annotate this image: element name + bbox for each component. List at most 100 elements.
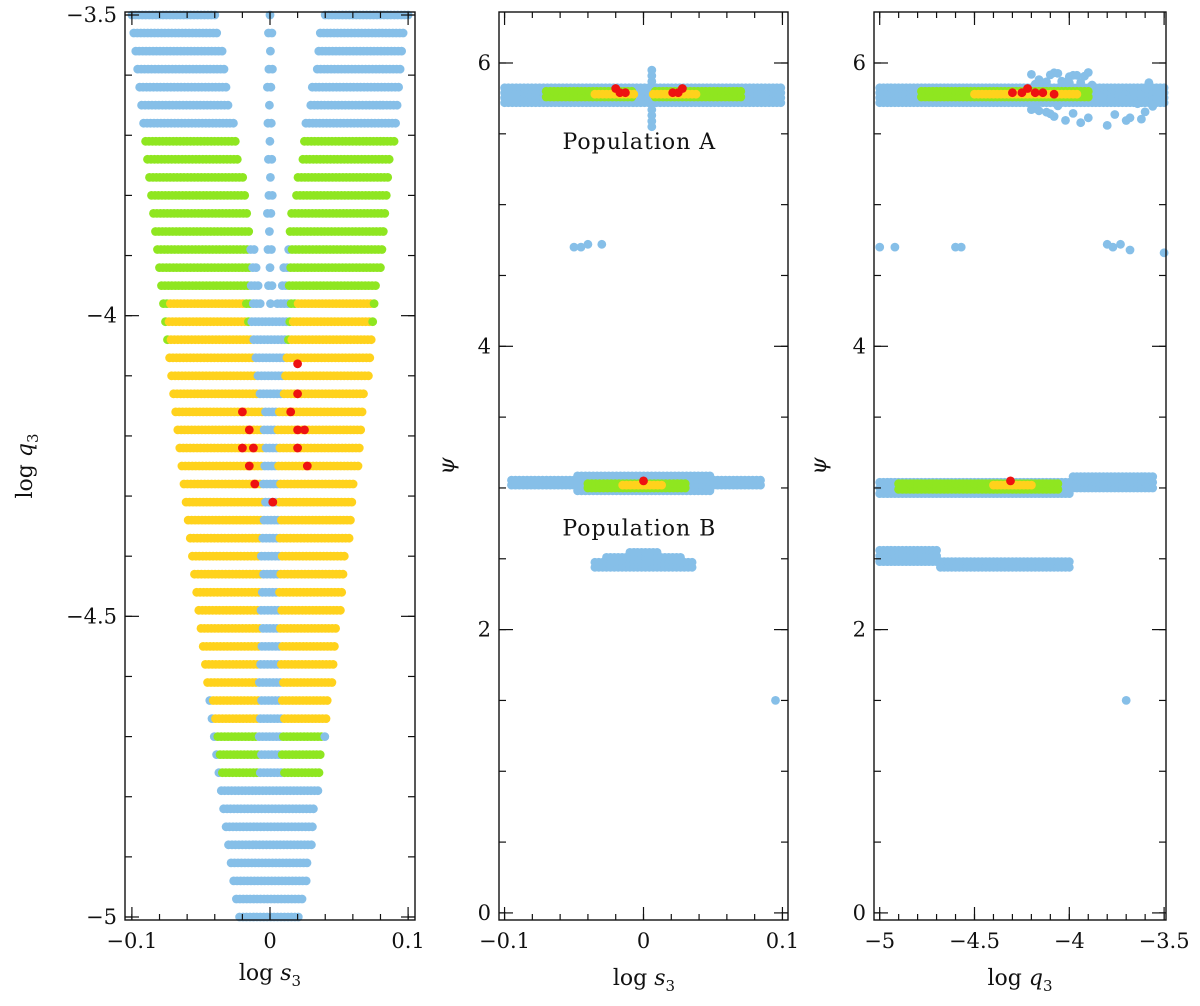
data-point [1034, 106, 1044, 116]
data-point [267, 28, 277, 38]
data-point [1114, 83, 1123, 93]
data-point [320, 732, 330, 741]
data-point [339, 551, 349, 561]
data-point [1125, 245, 1135, 255]
data-point [353, 461, 363, 471]
panel-2-ylabel: ψ [435, 457, 460, 475]
data-point [1106, 95, 1116, 105]
data-point [265, 100, 274, 110]
data-point [1027, 480, 1036, 490]
data-point [380, 209, 390, 218]
data-point [268, 64, 277, 74]
data-point [1144, 78, 1154, 88]
panel-1: −0.1 0 0.1 −5 −4.5 −4 −3.5 log s3 log q3 [13, 3, 425, 990]
data-point [1008, 88, 1017, 98]
y-tick-label: 2 [478, 618, 491, 642]
x-tick-label: −0.1 [106, 929, 157, 953]
panel-1-xlabel: log s3 [239, 961, 301, 990]
data-point [756, 475, 765, 485]
data-point [336, 605, 345, 615]
data-point [229, 118, 238, 128]
panel-3-frame [873, 11, 1167, 921]
panel-1-ylabel: log q3 [13, 434, 42, 499]
x-tick-label: 0.1 [391, 929, 424, 953]
data-point [1116, 239, 1125, 249]
data-point [771, 696, 780, 705]
x-tick-label: −0.1 [479, 929, 530, 953]
data-point [267, 191, 277, 200]
data-point [389, 136, 399, 146]
data-point [337, 587, 347, 597]
x-tick-label: −5 [864, 929, 895, 953]
data-point [1083, 113, 1093, 123]
panel-3-ylabel: ψ [807, 457, 832, 475]
data-point [347, 497, 357, 507]
data-point [1068, 109, 1078, 118]
data-point [583, 239, 593, 249]
x-tick-label: 0 [637, 929, 650, 953]
data-point [621, 88, 630, 98]
x-tick-label: −3.5 [1139, 929, 1190, 953]
data-point [383, 173, 393, 182]
y-tick-label: 0 [478, 901, 491, 925]
data-point [322, 696, 332, 705]
data-point [366, 335, 376, 345]
data-point [244, 227, 254, 236]
data-point [1030, 88, 1040, 98]
data-point [629, 89, 639, 99]
data-point [1148, 472, 1158, 481]
data-point [376, 263, 385, 272]
data-point [251, 263, 261, 272]
annotation-label: Population A [562, 130, 716, 155]
data-point [776, 83, 786, 93]
data-point [266, 82, 276, 92]
data-point [647, 65, 657, 75]
data-point [255, 299, 265, 308]
data-point [371, 281, 380, 290]
data-point [267, 245, 276, 254]
data-point [230, 136, 240, 146]
data-point [1102, 121, 1112, 130]
data-point [1125, 113, 1135, 123]
data-point [344, 533, 354, 543]
data-point [328, 660, 338, 669]
data-point [875, 242, 885, 252]
data-point [219, 64, 229, 74]
data-point [309, 804, 318, 814]
data-point [364, 371, 373, 381]
data-point [297, 894, 307, 904]
data-point [1083, 68, 1093, 77]
data-point [1095, 91, 1104, 101]
data-point [265, 263, 275, 272]
data-point [377, 245, 387, 254]
data-point [313, 786, 323, 796]
y-tick-label: 0 [853, 901, 866, 925]
data-point [293, 425, 302, 435]
data-point [691, 89, 701, 99]
data-point [639, 476, 648, 486]
data-point [249, 443, 258, 453]
data-point [394, 82, 403, 92]
data-point [395, 64, 405, 74]
data-point [232, 154, 242, 164]
data-point [244, 425, 254, 435]
data-point [1053, 101, 1063, 111]
data-point [302, 461, 312, 471]
data-point [238, 173, 248, 182]
data-point [330, 642, 339, 651]
data-point [315, 750, 325, 759]
data-point [244, 461, 254, 471]
y-tick-label: −5 [86, 905, 117, 929]
data-point [1118, 94, 1127, 104]
data-point [1061, 116, 1070, 125]
data-point [250, 479, 260, 489]
panel-2-points [500, 65, 786, 705]
data-point [569, 242, 579, 252]
data-point [678, 84, 687, 93]
x-tick-label: −4.5 [949, 929, 1000, 953]
panel-2: −0.1 0 0.1 0 2 4 6 Population A Population B lo… [435, 11, 799, 995]
annotation-label: Population B [562, 517, 716, 542]
data-point [265, 227, 274, 236]
data-point [348, 479, 358, 489]
